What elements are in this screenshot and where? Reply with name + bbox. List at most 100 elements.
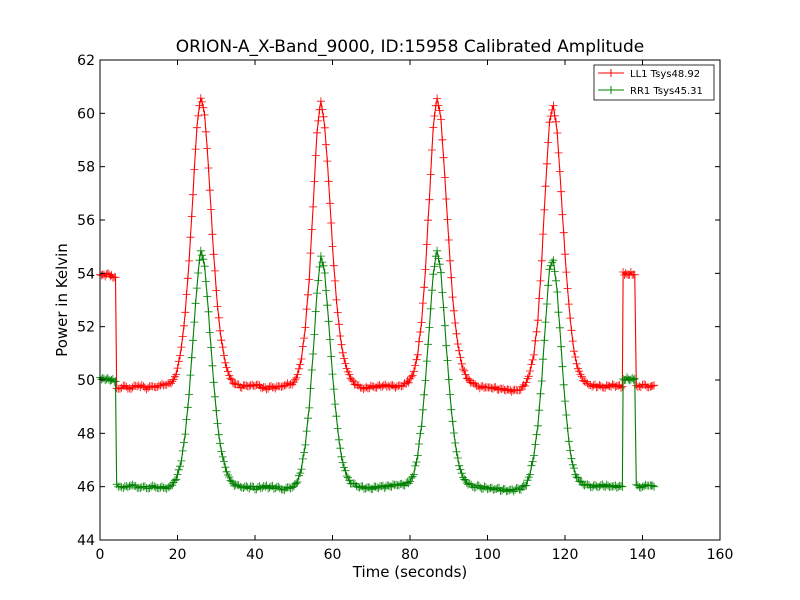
- data-point: [548, 120, 550, 122]
- data-point: [455, 451, 457, 453]
- data-point: [386, 384, 388, 386]
- data-point: [293, 381, 295, 383]
- data-point: [614, 384, 616, 386]
- data-point: [552, 104, 554, 106]
- data-point: [653, 384, 655, 386]
- x-tick-label: 80: [401, 547, 419, 563]
- legend-label-1: LL1 Tsys48.92: [630, 69, 700, 80]
- data-point: [622, 379, 624, 381]
- data-point: [115, 484, 117, 486]
- data-point: [490, 387, 492, 389]
- data-point: [308, 405, 310, 407]
- chart-title: ORION-A_X-Band_9000, ID:15958 Calibrated…: [176, 37, 644, 57]
- data-point: [548, 267, 550, 269]
- data-point: [196, 285, 198, 287]
- data-point: [277, 487, 279, 489]
- data-point: [327, 320, 329, 322]
- data-point: [343, 357, 345, 359]
- data-point: [153, 485, 155, 487]
- data-point: [192, 192, 194, 194]
- data-point: [635, 385, 637, 387]
- data-point: [591, 485, 593, 487]
- data-point: [312, 205, 314, 207]
- data-point: [351, 379, 353, 381]
- data-point: [145, 387, 147, 389]
- data-point: [459, 469, 461, 471]
- data-point: [521, 487, 523, 489]
- data-point: [405, 483, 407, 485]
- data-point: [641, 384, 643, 386]
- data-point: [463, 479, 465, 481]
- data-point: [641, 485, 643, 487]
- data-point: [122, 385, 124, 387]
- data-point: [463, 371, 465, 373]
- data-point: [397, 385, 399, 387]
- data-point: [200, 248, 202, 250]
- y-tick-label: 52: [77, 320, 95, 336]
- data-point: [231, 481, 233, 483]
- data-point: [215, 291, 217, 293]
- data-point: [579, 481, 581, 483]
- data-point: [293, 485, 295, 487]
- data-point: [215, 411, 217, 413]
- data-point: [572, 341, 574, 343]
- data-point: [153, 385, 155, 387]
- data-point: [114, 380, 116, 382]
- data-point: [413, 371, 415, 373]
- data-point: [219, 331, 221, 333]
- data-point: [635, 484, 637, 486]
- x-tick-label: 100: [474, 547, 501, 563]
- data-point: [544, 320, 546, 322]
- data-point: [521, 387, 523, 389]
- y-tick-label: 48: [77, 426, 95, 442]
- data-point: [459, 357, 461, 359]
- data-point: [417, 453, 419, 455]
- legend-marker-2: [607, 86, 615, 94]
- data-point: [192, 339, 194, 341]
- data-point: [634, 273, 636, 275]
- data-point: [583, 381, 585, 383]
- data-point: [533, 352, 535, 354]
- data-point: [560, 192, 562, 194]
- y-tick-label: 58: [77, 160, 95, 176]
- data-point: [316, 291, 318, 293]
- data-point: [498, 488, 500, 490]
- data-point: [138, 485, 140, 487]
- data-point: [575, 363, 577, 365]
- legend-label-2: RR1 Tsys45.31: [630, 86, 703, 97]
- data-point: [203, 112, 205, 114]
- y-tick-label: 50: [77, 373, 95, 389]
- data-point: [355, 384, 357, 386]
- data-point: [227, 475, 229, 477]
- data-point: [424, 379, 426, 381]
- data-point: [393, 484, 395, 486]
- data-point: [277, 385, 279, 387]
- y-axis-label: Power in Kelvin: [53, 243, 71, 357]
- data-point: [630, 379, 632, 381]
- data-point: [176, 475, 178, 477]
- data-point: [308, 277, 310, 279]
- data-point: [374, 385, 376, 387]
- data-point: [234, 384, 236, 386]
- data-point: [479, 385, 481, 387]
- data-point: [327, 179, 329, 181]
- data-point: [475, 485, 477, 487]
- data-point: [335, 416, 337, 418]
- data-point: [444, 176, 446, 178]
- y-tick-label: 44: [77, 533, 95, 549]
- data-point: [339, 336, 341, 338]
- data-point: [649, 385, 651, 387]
- data-point: [172, 379, 174, 381]
- data-point: [211, 232, 213, 234]
- data-point: [242, 485, 244, 487]
- data-point: [223, 355, 225, 357]
- data-point: [211, 365, 213, 367]
- data-point: [420, 320, 422, 322]
- data-point: [436, 96, 438, 98]
- data-point: [234, 484, 236, 486]
- data-point: [626, 377, 628, 379]
- data-point: [145, 487, 147, 489]
- data-point: [300, 467, 302, 469]
- data-point: [622, 272, 624, 274]
- data-point: [335, 299, 337, 301]
